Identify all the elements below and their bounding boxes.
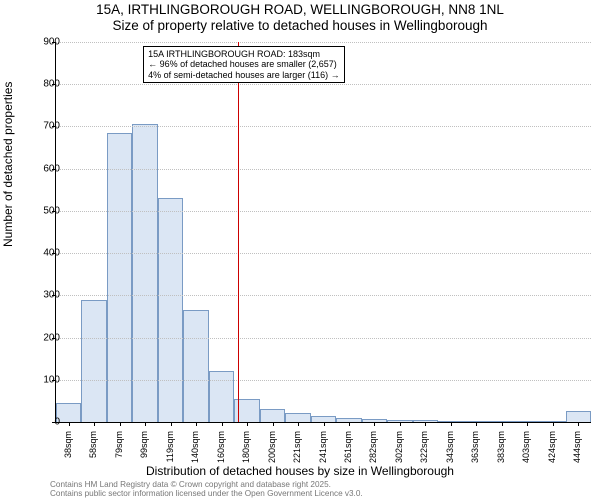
ytick-label: 800 xyxy=(30,79,60,90)
annotation-line-3: 4% of semi-detached houses are larger (1… xyxy=(148,70,339,80)
gridline xyxy=(56,169,591,170)
xtick-mark xyxy=(374,422,375,426)
annotation-box: 15A IRTHLINGBOROUGH ROAD: 183sqm ← 96% o… xyxy=(143,46,344,83)
xtick-mark xyxy=(349,422,350,426)
xtick-mark xyxy=(247,422,248,426)
bar xyxy=(566,411,591,422)
ytick-label: 900 xyxy=(30,37,60,48)
y-axis-label: Number of detached properties xyxy=(1,82,15,247)
ytick-label: 400 xyxy=(30,248,60,259)
xtick-mark xyxy=(324,422,325,426)
xtick-mark xyxy=(578,422,579,426)
bar xyxy=(107,133,132,422)
title-line-2: Size of property relative to detached ho… xyxy=(0,18,600,34)
xtick-mark xyxy=(196,422,197,426)
title-line-1: 15A, IRTHLINGBOROUGH ROAD, WELLINGBOROUG… xyxy=(0,2,600,18)
ytick-label: 600 xyxy=(30,163,60,174)
xtick-mark xyxy=(120,422,121,426)
xtick-mark xyxy=(273,422,274,426)
xtick-mark xyxy=(222,422,223,426)
footer-line-1: Contains HM Land Registry data © Crown c… xyxy=(50,480,363,489)
bar xyxy=(81,300,106,422)
xtick-mark xyxy=(400,422,401,426)
ytick-label: 0 xyxy=(30,417,60,428)
xtick-mark xyxy=(145,422,146,426)
ytick-label: 100 xyxy=(30,374,60,385)
ytick-label: 700 xyxy=(30,121,60,132)
bars-container xyxy=(56,42,591,422)
gridline xyxy=(56,84,591,85)
xtick-mark xyxy=(527,422,528,426)
bar xyxy=(260,409,285,422)
xtick-mark xyxy=(425,422,426,426)
xtick-mark xyxy=(553,422,554,426)
footer-line-2: Contains public sector information licen… xyxy=(50,489,363,498)
xtick-mark xyxy=(298,422,299,426)
bar xyxy=(183,310,208,422)
chart-title: 15A, IRTHLINGBOROUGH ROAD, WELLINGBOROUG… xyxy=(0,2,600,34)
gridline xyxy=(56,380,591,381)
ytick-label: 500 xyxy=(30,205,60,216)
gridline xyxy=(56,211,591,212)
annotation-line-2: ← 96% of detached houses are smaller (2,… xyxy=(148,59,339,69)
reference-line xyxy=(238,42,239,422)
gridline xyxy=(56,253,591,254)
bar xyxy=(285,413,310,422)
xtick-mark xyxy=(502,422,503,426)
xtick-mark xyxy=(94,422,95,426)
gridline xyxy=(56,338,591,339)
xtick-mark xyxy=(171,422,172,426)
ytick-label: 300 xyxy=(30,290,60,301)
xtick-mark xyxy=(476,422,477,426)
gridline xyxy=(56,295,591,296)
x-axis-label: Distribution of detached houses by size … xyxy=(0,464,600,478)
xtick-mark xyxy=(451,422,452,426)
plot-area: 15A IRTHLINGBOROUGH ROAD: 183sqm ← 96% o… xyxy=(55,42,591,423)
annotation-line-1: 15A IRTHLINGBOROUGH ROAD: 183sqm xyxy=(148,49,339,59)
bar xyxy=(158,198,183,422)
ytick-label: 200 xyxy=(30,332,60,343)
gridline xyxy=(56,126,591,127)
footer-attribution: Contains HM Land Registry data © Crown c… xyxy=(50,480,363,498)
gridline xyxy=(56,42,591,43)
xtick-mark xyxy=(69,422,70,426)
